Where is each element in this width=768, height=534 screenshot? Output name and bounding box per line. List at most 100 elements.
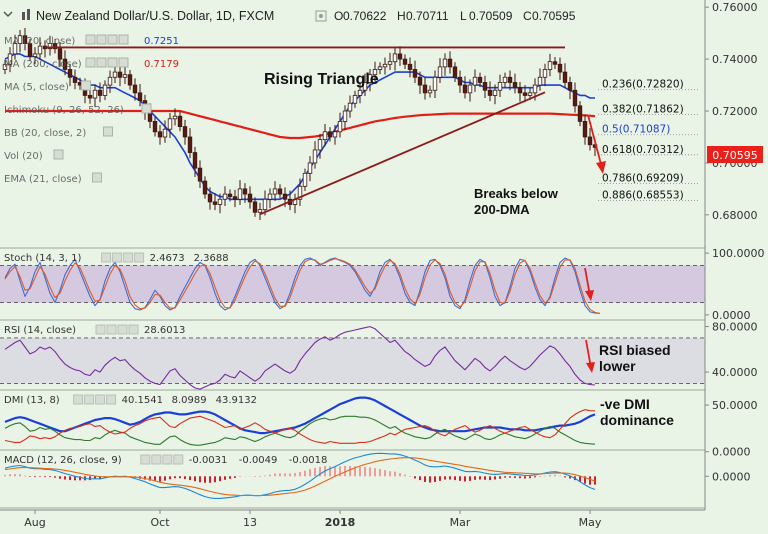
overlay-legend-row[interactable]: MA (200, close) 0.7179	[4, 57, 179, 70]
candle	[72, 69, 78, 90]
candle	[382, 57, 388, 75]
candle	[562, 63, 568, 89]
overlay-legend-row[interactable]: Ichimoku (9, 26, 52, 26)	[4, 103, 152, 116]
candle	[172, 108, 178, 126]
price-tick-label: 0.76000	[712, 1, 758, 14]
candle	[277, 184, 283, 199]
dmi-note-line-2: dominance	[600, 412, 674, 428]
candle	[432, 70, 438, 99]
candle	[307, 156, 313, 182]
candle	[577, 101, 583, 127]
candle	[522, 85, 528, 103]
candle	[507, 70, 513, 91]
candle	[397, 46, 403, 66]
pane-setting-icon	[101, 252, 112, 263]
rsi-note-line-2: lower	[599, 358, 636, 374]
time-tick-label: Aug	[24, 516, 45, 529]
indicator-legend: MA (20, close) 0.7251 MA (200, close) 0.717…	[4, 34, 179, 185]
overlay-legend-row[interactable]: MA (20, close) 0.7251	[4, 34, 179, 47]
pane-setting-icon	[123, 252, 134, 263]
price-badge-value: 0.70595	[712, 149, 758, 162]
overlay-label: Vol (20)	[4, 151, 43, 162]
price-tick-label: 0.68000	[712, 209, 758, 222]
candle	[337, 112, 343, 138]
price-axis-bg	[705, 0, 768, 510]
candle	[297, 178, 303, 207]
candle	[117, 66, 123, 87]
overlay-label: MA (20, close)	[4, 36, 75, 47]
candle	[52, 38, 58, 54]
stoch-series-k	[4, 257, 601, 314]
candle	[187, 128, 193, 159]
eye-icon[interactable]	[315, 10, 327, 22]
candle	[357, 83, 363, 104]
candle	[442, 53, 448, 76]
pane-setting-icon	[162, 454, 173, 465]
overlay-setting-icon	[53, 149, 64, 160]
fibonacci-levels: 0.236(0.72820) 0.382(0.71862) 0.5(0.71087)…	[598, 79, 700, 201]
candle	[477, 72, 483, 88]
rsi-down-arrow-icon	[585, 339, 595, 373]
overlay-setting-icon	[107, 34, 118, 45]
overlay-label: Ichimoku (9, 26, 52, 26)	[4, 105, 124, 116]
overlay-value: 0.7251	[144, 36, 179, 47]
macd-value: -0.0049	[239, 455, 278, 466]
candle	[237, 180, 243, 205]
dmi-series-di	[4, 409, 596, 444]
fib-level-label: 0.5(0.71087)	[602, 124, 670, 136]
ohlc-value: 0.70595	[532, 9, 576, 23]
pattern-label: Rising Triangle	[264, 71, 379, 88]
candle	[182, 119, 188, 145]
candle	[412, 60, 418, 83]
overlay-legend-row[interactable]: BB (20, close, 2)	[4, 126, 113, 139]
candle	[392, 48, 398, 71]
overlay-legend-row[interactable]: MA (5, close)	[4, 80, 91, 93]
candle	[92, 84, 98, 107]
candle	[362, 73, 368, 96]
stoch-series-d	[4, 258, 601, 314]
macd-legend: MACD (12, 26, close, 9) -0.0031 -0.0049 -0.…	[4, 454, 327, 466]
time-tick-label: Oct	[150, 516, 170, 529]
candle	[247, 186, 253, 209]
chart-header: New Zealand Dollar/U.S. Dollar, 1D, FXCM…	[3, 9, 576, 23]
candle	[107, 70, 113, 93]
annotations: Rising Triangle Breaks below 200-DMA RSI…	[264, 71, 674, 428]
axes: 0.760000.740000.720000.700000.68000100.0…	[704, 0, 768, 510]
breakout-label-line-2: 200-DMA	[474, 202, 530, 217]
candle	[552, 57, 558, 69]
candle	[352, 90, 358, 108]
candle	[2, 59, 8, 75]
macd-tick-label: 0.0000	[712, 470, 751, 483]
overlay-setting-icon	[118, 57, 129, 68]
ohlc-value: 0.70711	[406, 9, 449, 23]
candle	[377, 62, 383, 75]
rsi-legend: RSI (14, close) 28.6013	[4, 324, 185, 336]
dmi-series-di	[4, 415, 596, 446]
candle	[427, 85, 433, 98]
candle	[467, 79, 473, 102]
candle	[67, 63, 73, 87]
rsi-series-rsi	[4, 326, 596, 390]
candle	[12, 34, 18, 60]
collapse-chevron-icon[interactable]	[3, 11, 13, 18]
rsi-label: RSI (14, close)	[4, 325, 76, 336]
candle	[387, 52, 393, 71]
overlay-legend-row[interactable]: EMA (21, close)	[4, 172, 102, 185]
fib-level-label: 0.382(0.71862)	[602, 104, 684, 116]
overlay-setting-icon	[118, 34, 129, 45]
candle	[437, 58, 443, 83]
candle	[232, 189, 238, 208]
dmi-tick-label: 0.0000	[712, 446, 751, 459]
overlay-setting-icon	[96, 57, 107, 68]
candle	[157, 125, 163, 145]
price-tick-label: 0.72000	[712, 105, 758, 118]
overlay-label: EMA (21, close)	[4, 174, 82, 185]
candle	[557, 57, 563, 80]
candle	[202, 176, 208, 199]
ohlc-key: C	[523, 9, 532, 23]
indicator-series: Stoch (14, 3, 1) 2.4673 2.3688 RSI (14, clo…	[4, 252, 601, 499]
overlay-legend-row[interactable]: Vol (20)	[4, 149, 64, 162]
candle	[217, 193, 223, 214]
last-price-badge: 0.70595	[707, 146, 763, 163]
overlay-label: MA (200, close)	[4, 59, 82, 70]
